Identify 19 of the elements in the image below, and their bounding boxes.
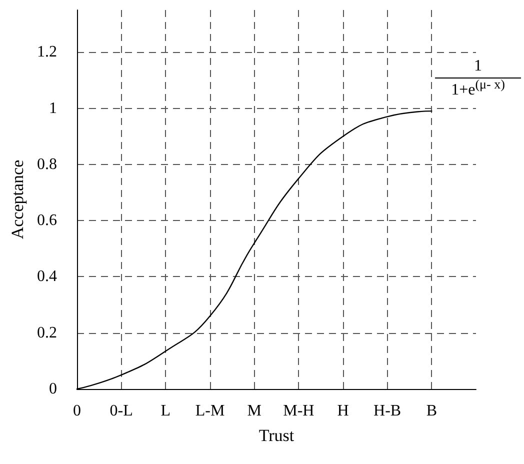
x-tick-label: H-B — [374, 402, 402, 420]
x-axis-title: Trust — [258, 426, 294, 445]
y-tick-label: 0.2 — [37, 324, 57, 342]
y-tick-label: 0.8 — [37, 156, 57, 173]
y-tick-label: 0.4 — [37, 268, 57, 286]
y-tick-label: 1.2 — [37, 44, 57, 61]
x-tick-label: L-M — [195, 402, 225, 420]
x-tick-label: 0 — [73, 402, 81, 420]
y-axis-title: Acceptance — [8, 160, 28, 240]
x-tick-label: B — [426, 402, 438, 420]
y-tick-label: 0.6 — [37, 212, 57, 230]
y-tick-label: 1 — [49, 100, 57, 117]
x-tick-label: 0-L — [110, 402, 133, 420]
x-tick-label: M — [247, 402, 262, 420]
y-tick-label: 0 — [49, 380, 57, 398]
x-tick-label: L — [160, 402, 171, 420]
x-tick-label: M-H — [283, 402, 315, 420]
annotation: 1 — [474, 58, 482, 74]
x-tick-label: H — [337, 402, 350, 420]
